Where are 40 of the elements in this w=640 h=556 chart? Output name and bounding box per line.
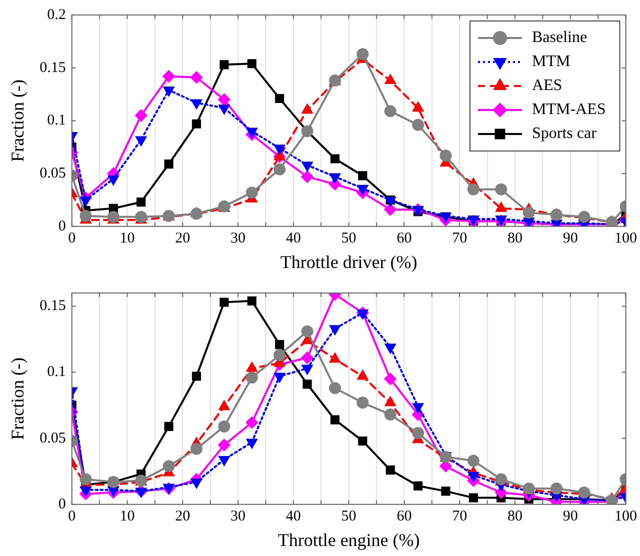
x-axis-title: Throttle engine (%) (278, 530, 420, 550)
x-tick-label: 80 (507, 230, 522, 246)
legend-label: Baseline (532, 29, 588, 46)
x-tick-label: 50 (341, 230, 356, 246)
legend-label: MTM-AES (532, 101, 606, 118)
x-tick-label: 0 (68, 508, 76, 524)
x-tick-label: 100 (614, 508, 637, 524)
y-tick-label: 0.05 (40, 165, 66, 182)
x-tick-label: 0 (68, 230, 76, 246)
y-tick-label: 0.15 (40, 298, 66, 314)
x-tick-label: 10 (120, 230, 135, 246)
x-tick-label: 90 (562, 508, 578, 524)
y-tick-label: 0.15 (40, 60, 66, 76)
x-tick-label: 60 (396, 508, 412, 524)
x-tick-label: 20 (175, 230, 190, 246)
x-tick-label: 80 (507, 508, 522, 524)
x-tick-label: 40 (286, 230, 301, 246)
x-tick-label: 60 (396, 230, 412, 246)
y-tick-label: 0.2 (47, 6, 66, 23)
y-axis-title: Fraction (-) (8, 79, 28, 162)
x-tick-label: 10 (120, 508, 135, 524)
x-tick-label: 70 (452, 230, 468, 246)
y-tick-label: 0 (58, 218, 66, 234)
legend-label: Sports car (532, 125, 598, 142)
x-axis-title: Throttle driver (%) (280, 252, 418, 272)
x-tick-label: 40 (286, 508, 301, 524)
legend-label: AES (532, 77, 562, 94)
x-tick-label: 100 (614, 230, 637, 246)
y-axis-title: Fraction (-) (8, 357, 28, 440)
x-tick-label: 20 (175, 508, 190, 524)
y-tick-label: 0.1 (47, 112, 66, 129)
x-tick-label: 50 (341, 508, 356, 524)
legend-label: MTM (532, 53, 570, 70)
x-tick-label: 70 (452, 508, 468, 524)
y-tick-label: 0 (58, 496, 66, 512)
y-tick-label: 0.1 (47, 364, 66, 380)
x-tick-label: 90 (562, 230, 578, 246)
x-tick-label: 30 (230, 230, 246, 246)
x-tick-label: 30 (230, 508, 246, 524)
y-tick-label: 0.05 (40, 430, 66, 446)
